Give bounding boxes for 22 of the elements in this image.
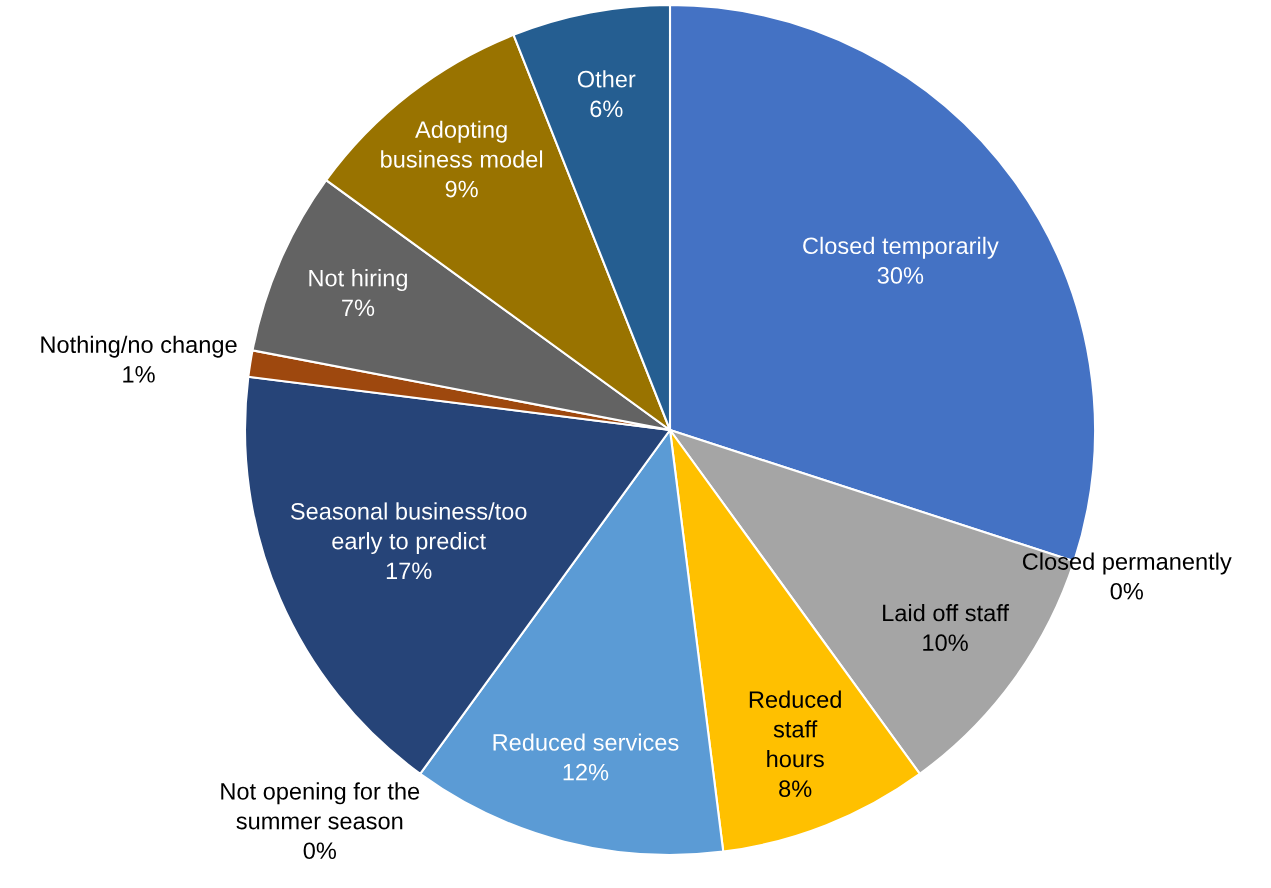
category-label: Closed permanently: [1022, 552, 1232, 575]
slice-label: Seasonal business/too early to predict: [290, 502, 527, 555]
slice-label: Laid off staff: [883, 603, 1010, 622]
data-label: 10%: [923, 634, 968, 652]
category-label: Not opening for the summer season: [221, 782, 420, 830]
data-label: 6%: [590, 100, 623, 118]
data-label: 30%: [877, 267, 924, 284]
slice-label: Nothing/no change: [41, 335, 237, 358]
slice-label: Adopting business model: [381, 120, 543, 168]
slice-label: Reduced staff hours: [749, 690, 841, 768]
data-label: 8%: [779, 780, 812, 798]
data-label: 17%: [386, 562, 432, 580]
text: 0%: [303, 842, 337, 860]
text: 0%: [1110, 582, 1143, 600]
data-label: 7%: [342, 299, 375, 317]
slice-label: Other: [577, 70, 636, 88]
slice-label: Reduced services: [493, 733, 679, 751]
data-label: 9%: [445, 180, 478, 198]
slice-label: Not hiring: [309, 269, 407, 292]
data-label: 1%: [123, 366, 155, 383]
data-label: 12%: [563, 763, 609, 781]
slice-label: Closed temporarily: [803, 236, 999, 259]
